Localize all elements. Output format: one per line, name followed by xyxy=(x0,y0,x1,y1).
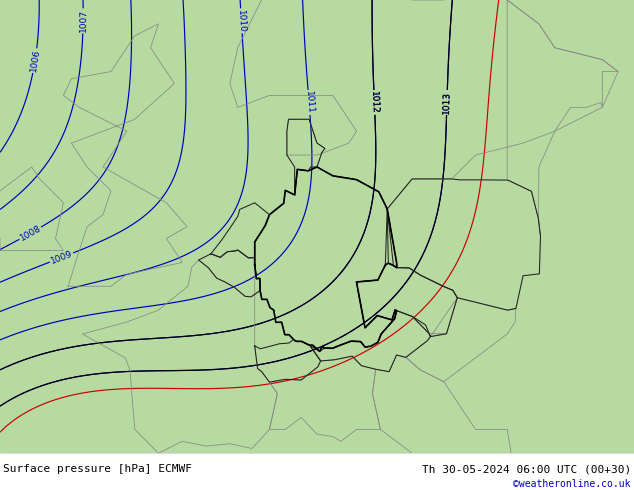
Text: 1009: 1009 xyxy=(49,249,74,266)
Text: 1013: 1013 xyxy=(442,91,452,114)
Text: 1013: 1013 xyxy=(442,91,452,114)
Text: 1011: 1011 xyxy=(304,91,314,114)
Text: 1007: 1007 xyxy=(79,9,88,32)
Text: Surface pressure [hPa] ECMWF: Surface pressure [hPa] ECMWF xyxy=(3,465,192,474)
Text: 1010: 1010 xyxy=(236,9,247,33)
Text: 1012: 1012 xyxy=(370,91,379,114)
Text: ©weatheronline.co.uk: ©weatheronline.co.uk xyxy=(514,479,631,489)
Text: 1012: 1012 xyxy=(370,91,379,114)
Text: 1006: 1006 xyxy=(29,49,41,73)
Text: 1008: 1008 xyxy=(18,224,42,243)
Text: Th 30-05-2024 06:00 UTC (00+30): Th 30-05-2024 06:00 UTC (00+30) xyxy=(422,465,631,474)
